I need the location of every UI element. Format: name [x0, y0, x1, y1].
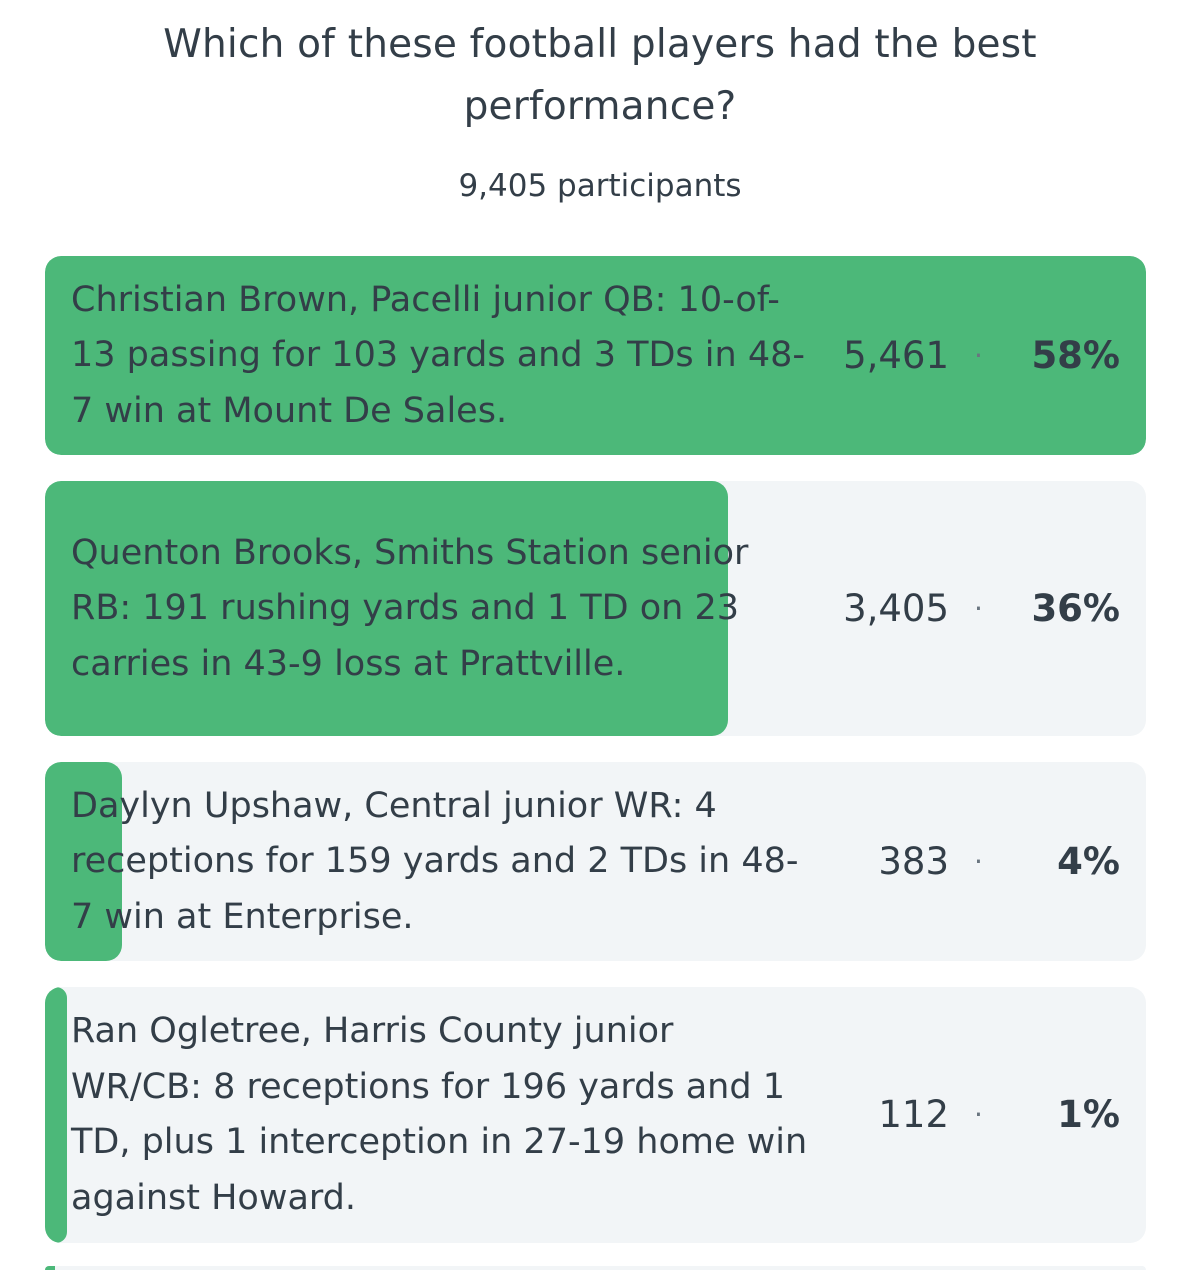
poll-option-partial[interactable]: [45, 1266, 1146, 1270]
vote-count: 112: [878, 1093, 949, 1136]
vote-percent: 36%: [1031, 586, 1120, 630]
separator-dot: ·: [974, 591, 983, 625]
option-label: Christian Brown, Pacelli junior QB: 10-o…: [71, 279, 805, 431]
result-bar-fill: [45, 256, 1146, 455]
option-label: Quenton Brooks, Smiths Station senior RB…: [71, 532, 749, 684]
participant-count: 9,405 participants: [458, 168, 742, 204]
result-bar-fill: [45, 481, 728, 736]
separator-dot: ·: [974, 338, 983, 372]
vote-count: 5,461: [843, 333, 949, 377]
result-bar-fill: [45, 762, 123, 961]
poll-option-daylyn-upshaw[interactable]: Daylyn Upshaw, Central junior WR: 4 rece…: [45, 762, 1146, 961]
result-bar-fill: [45, 1266, 55, 1270]
poll-question: Which of these football players had the …: [163, 22, 1037, 129]
option-label: Daylyn Upshaw, Central junior WR: 4 rece…: [71, 785, 799, 937]
separator-dot: ·: [974, 844, 983, 878]
vote-percent: 1%: [1057, 1093, 1120, 1136]
poll-options: Christian Brown, Pacelli junior QB: 10-o…: [45, 256, 1146, 1269]
vote-count: 383: [878, 839, 949, 883]
vote-percent: 58%: [1031, 333, 1120, 377]
poll-option-quenton-brooks[interactable]: Quenton Brooks, Smiths Station senior RB…: [45, 481, 1146, 736]
vote-percent: 4%: [1057, 839, 1120, 883]
separator-dot: ·: [974, 1098, 983, 1131]
option-label: Ran Ogletree, Harris County junior WR/CB…: [71, 1011, 808, 1218]
poll-option-christian-brown[interactable]: Christian Brown, Pacelli junior QB: 10-o…: [45, 256, 1146, 455]
result-bar-fill: [45, 987, 68, 1243]
vote-count: 3,405: [843, 586, 949, 630]
poll-option-ran-ogletree[interactable]: Ran Ogletree, Harris County junior WR/CB…: [45, 987, 1146, 1243]
